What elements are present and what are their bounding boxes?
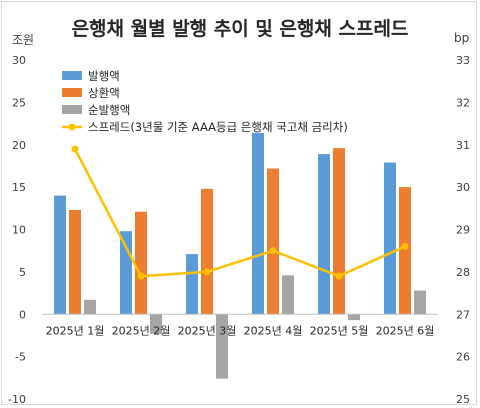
right-tick-label: 26 xyxy=(456,351,470,364)
legend-label: 순발행액 xyxy=(88,103,130,117)
right-tick-label: 28 xyxy=(456,266,470,279)
bar-상환액-2025년 2월 xyxy=(135,211,147,315)
left-axis-ticks: 30 25 20 15 10 5 0 -5 -10 xyxy=(8,54,26,406)
chart-title: 은행채 월별 발행 추이 및 은행채 스프레드 xyxy=(71,18,409,40)
category-labels: 2025년 1월 2025년 2월 2025년 3월 2025년 4월 2025년 5월… xyxy=(46,324,435,337)
category-label: 2025년 6월 xyxy=(376,324,435,337)
left-tick-label: -10 xyxy=(8,393,26,406)
legend-label: 상환액 xyxy=(88,86,120,100)
left-tick-label: 20 xyxy=(12,139,26,152)
spread-line xyxy=(73,148,406,278)
spread-point xyxy=(71,145,79,153)
bar-marks xyxy=(54,132,426,379)
spread-point xyxy=(203,268,211,276)
left-tick-label: 0 xyxy=(19,308,26,321)
bar-순발행액-2025년 6월 xyxy=(414,290,426,315)
bar-발행액-2025년 4월 xyxy=(252,132,264,315)
right-axis-unit: bp xyxy=(454,31,470,45)
bar-발행액-2025년 1월 xyxy=(54,195,66,315)
legend-swatch-상환액 xyxy=(62,88,82,97)
bar-발행액-2025년 2월 xyxy=(120,231,132,315)
right-tick-label: 30 xyxy=(456,181,470,194)
bar-상환액-2025년 5월 xyxy=(333,148,345,315)
right-tick-label: 25 xyxy=(456,393,470,406)
left-tick-label: 10 xyxy=(12,224,26,237)
category-label: 2025년 1월 xyxy=(46,324,105,337)
bar-순발행액-2025년 5월 xyxy=(348,314,360,321)
bar-순발행액-2025년 4월 xyxy=(282,275,294,315)
category-label: 2025년 4월 xyxy=(244,324,303,337)
bar-상환액-2025년 6월 xyxy=(399,187,411,315)
legend-swatch-발행액 xyxy=(62,71,82,80)
bar-상환액-2025년 3월 xyxy=(201,188,213,315)
left-tick-label: 5 xyxy=(19,266,26,279)
bar-발행액-2025년 5월 xyxy=(318,154,330,315)
bar-발행액-2025년 3월 xyxy=(186,254,198,315)
bar-순발행액-2025년 3월 xyxy=(216,314,228,379)
legend-marker-spread xyxy=(68,123,76,131)
left-tick-label: 30 xyxy=(12,54,26,67)
spread-point xyxy=(401,242,409,250)
right-tick-label: 29 xyxy=(456,224,470,237)
left-tick-label: 25 xyxy=(12,96,26,109)
spread-point xyxy=(335,272,343,280)
category-label: 2025년 3월 xyxy=(178,324,237,337)
left-tick-label: 15 xyxy=(12,181,26,194)
bar-순발행액-2025년 2월 xyxy=(150,314,162,334)
bar-발행액-2025년 6월 xyxy=(384,162,396,315)
spread-point xyxy=(269,247,277,255)
left-axis-unit: 조원 xyxy=(12,33,35,47)
bar-순발행액-2025년 1월 xyxy=(84,299,96,315)
legend-label: 발행액 xyxy=(88,69,120,83)
spread-line-series xyxy=(71,145,409,280)
right-tick-label: 33 xyxy=(456,54,470,67)
legend-swatch-순발행액 xyxy=(62,105,82,114)
category-label: 2025년 2월 xyxy=(112,324,171,337)
bar-상환액-2025년 4월 xyxy=(267,168,279,315)
right-tick-label: 27 xyxy=(456,308,470,321)
right-tick-label: 31 xyxy=(456,139,470,152)
right-axis-ticks: 33 32 31 30 29 28 27 26 25 xyxy=(456,54,470,406)
spread-point xyxy=(137,272,145,280)
category-label: 2025년 5월 xyxy=(310,324,369,337)
legend-label: 스프레드(3년물 기준 AAA등급 은행채 국고채 금리차) xyxy=(88,120,348,134)
bar-상환액-2025년 1월 xyxy=(69,210,81,315)
right-tick-label: 32 xyxy=(456,96,470,109)
left-tick-label: -5 xyxy=(15,351,26,364)
